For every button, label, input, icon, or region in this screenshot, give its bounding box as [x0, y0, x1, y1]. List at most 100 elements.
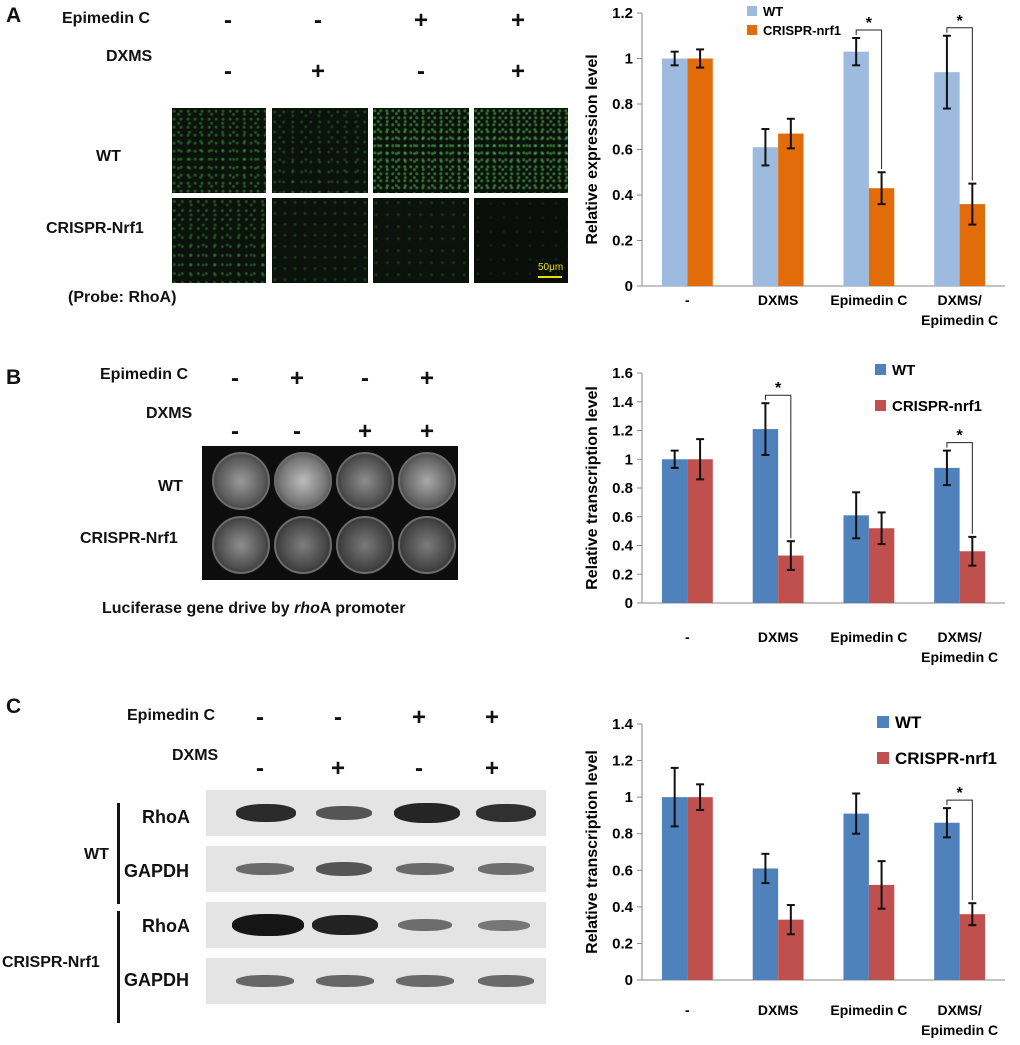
x-tick-label: DXMS	[758, 292, 798, 308]
blot-band	[312, 915, 378, 935]
panel-c-sign-epi-1: -	[256, 704, 264, 731]
y-tick-label: 0.6	[612, 509, 633, 526]
panel-c-group-crispr: CRISPR-Nrf1	[2, 954, 100, 971]
x-tick-label: Epimedin C	[921, 649, 998, 665]
group-bracket	[117, 803, 120, 904]
legend-label: WT	[895, 713, 922, 732]
legend-swatch	[875, 364, 886, 375]
x-tick-label: DXMS	[758, 1002, 798, 1018]
legend-swatch	[877, 716, 889, 728]
panel-b-sign-dxms-2: -	[293, 418, 301, 445]
blot-label-gapdh-crispr: GAPDH	[124, 970, 190, 990]
y-tick-label: 0	[625, 278, 633, 295]
bar	[687, 58, 713, 286]
y-tick-label: 1.4	[612, 394, 634, 411]
panel-a-sign-dxms-2: +	[310, 58, 325, 85]
panel-b-row-wt: WT	[158, 478, 183, 495]
blot-band	[236, 863, 294, 875]
x-tick-label: -	[685, 629, 690, 645]
significance-bracket	[946, 799, 973, 901]
significance-bracket	[764, 394, 792, 539]
y-tick-label: 0.8	[612, 96, 633, 113]
fluorescence-image	[172, 108, 266, 193]
blot-band	[316, 862, 372, 876]
significance-star: *	[866, 15, 873, 32]
legend-swatch	[747, 25, 757, 35]
blot-band	[316, 975, 374, 987]
well	[398, 516, 456, 574]
x-tick-label: -	[685, 292, 690, 308]
y-tick-label: 0	[625, 972, 633, 989]
well	[274, 516, 332, 574]
panel-b-sign-dxms-1: -	[231, 418, 239, 445]
blot-strip	[206, 846, 546, 892]
blot-band	[476, 804, 536, 822]
panel-b-sign-epi-2: +	[289, 365, 304, 392]
bar	[752, 868, 779, 980]
bar	[661, 797, 688, 980]
blot-band	[316, 806, 372, 820]
well	[274, 452, 332, 510]
y-tick-label: 0.6	[612, 862, 633, 879]
fluorescence-image	[272, 198, 368, 283]
well	[336, 452, 394, 510]
bar	[752, 429, 779, 603]
blot-strip	[206, 790, 546, 836]
y-tick-label: 1.2	[612, 753, 633, 770]
fluorescence-image	[172, 198, 266, 283]
panel-c-sign-epi-3: +	[411, 704, 426, 731]
well	[212, 516, 270, 574]
significance-star: *	[957, 428, 964, 445]
significance-bracket	[855, 29, 883, 170]
significance-star: *	[957, 13, 964, 30]
panel-c-sign-epi-2: -	[334, 704, 342, 731]
panel-a-row-wt: WT	[96, 148, 121, 165]
bar	[752, 147, 779, 286]
legend-label: CRISPR-nrf1	[763, 23, 841, 38]
legend-swatch	[747, 6, 757, 16]
bar	[661, 58, 688, 286]
blot-label-rhoa-wt: RhoA	[142, 807, 190, 827]
panel-b-sign-epi-3: -	[361, 365, 369, 392]
bar	[778, 133, 804, 286]
significance-bracket	[946, 442, 973, 534]
legend-swatch	[875, 400, 886, 411]
bar-chart-a: 0 0.2 0.4 0.6 0.8 1 1.2 Relative expression lev…	[584, 4, 1005, 328]
panel-a-row-crispr: CRISPR-Nrf1	[46, 220, 144, 237]
legend-label: CRISPR-nrf1	[895, 749, 997, 768]
panel-a-sign-epi-1: -	[224, 7, 232, 34]
panel-a-sign-epi-2: -	[314, 7, 322, 34]
blot-band	[478, 920, 530, 931]
bar-chart-b: 0 0.2 0.4 0.6 0.8 1 1.2 1.4 1.6 Relative transcri…	[584, 362, 1005, 665]
y-tick-label: 0.6	[612, 142, 633, 159]
panel-c-sign-dxms-3: -	[415, 755, 423, 782]
well	[336, 516, 394, 574]
x-tick-label: Epimedin C	[830, 629, 907, 645]
scale-bar	[538, 276, 562, 278]
significance-star: *	[775, 380, 782, 397]
bar	[687, 459, 713, 603]
y-tick-label: 1.6	[612, 365, 633, 382]
bar	[934, 467, 960, 603]
panel-b-sign-dxms-3: +	[357, 418, 372, 445]
x-tick-label: Epimedin C	[921, 1022, 998, 1038]
blot-label-gapdh-wt: GAPDH	[124, 861, 190, 881]
x-tick-label: Epimedin C	[830, 1002, 907, 1018]
blot-band	[396, 975, 454, 987]
panel-b-epimedin-header: Epimedin C	[100, 366, 189, 383]
blot-band	[236, 804, 296, 822]
y-tick-label: 0.4	[612, 538, 634, 555]
panel-b-row-crispr: CRISPR-Nrf1	[80, 530, 178, 547]
significance-bracket	[946, 27, 973, 181]
y-tick-label: 1.4	[612, 716, 634, 733]
well	[212, 452, 270, 510]
x-tick-label: DXMS	[758, 629, 798, 645]
blot-band	[232, 914, 304, 936]
panel-a-sign-dxms-1: -	[224, 58, 232, 85]
bar	[843, 813, 869, 980]
blot-band	[398, 919, 452, 931]
group-bracket	[117, 911, 120, 1023]
legend-label: WT	[892, 362, 915, 379]
panel-c-sign-dxms-2: +	[330, 755, 345, 782]
y-tick-label: 0.2	[612, 566, 633, 583]
